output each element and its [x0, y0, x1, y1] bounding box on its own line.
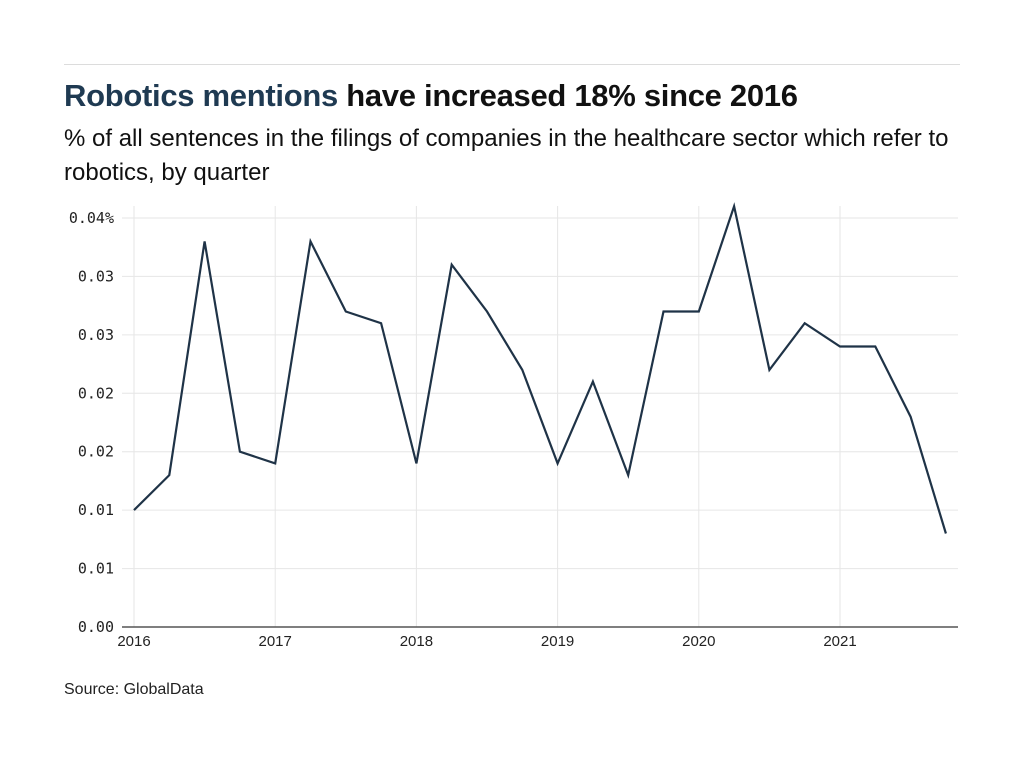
- title-rest: have increased 18% since 2016: [337, 78, 798, 113]
- chart-title: Robotics mentions have increased 18% sin…: [64, 78, 798, 114]
- y-tick-label: 0.01: [78, 501, 114, 519]
- title-highlight: Robotics mentions: [64, 78, 338, 113]
- x-axis-ticks: 2016 2017 2018 2019 2020 2021: [117, 633, 856, 650]
- y-tick-label: 0.04%: [69, 209, 114, 227]
- y-tick-label: 0.01: [78, 560, 114, 578]
- data-points: [133, 206, 946, 534]
- y-tick-label: 0.02: [78, 443, 114, 461]
- y-axis-ticks: 0.00 0.01 0.01 0.02 0.02 0.03 0.03 0.04%: [69, 209, 114, 636]
- y-tick-label: 0.00: [78, 618, 114, 636]
- x-tick-label: 2016: [117, 633, 150, 650]
- x-tick-label: 2021: [823, 633, 856, 650]
- chart-subtitle: % of all sentences in the filings of com…: [64, 125, 949, 186]
- x-tick-label: 2019: [541, 633, 574, 650]
- x-tick-label: 2018: [400, 633, 433, 650]
- y-tick-label: 0.02: [78, 384, 114, 402]
- gridlines: [122, 206, 958, 627]
- x-tick-label: 2017: [259, 633, 292, 650]
- x-tick-label: 2020: [682, 633, 715, 650]
- y-tick-label: 0.03: [78, 326, 114, 344]
- source-note: Source: GlobalData: [64, 681, 204, 698]
- series-line-robotics: [133, 202, 947, 534]
- y-tick-label: 0.03: [78, 267, 114, 285]
- top-rule: [64, 64, 960, 65]
